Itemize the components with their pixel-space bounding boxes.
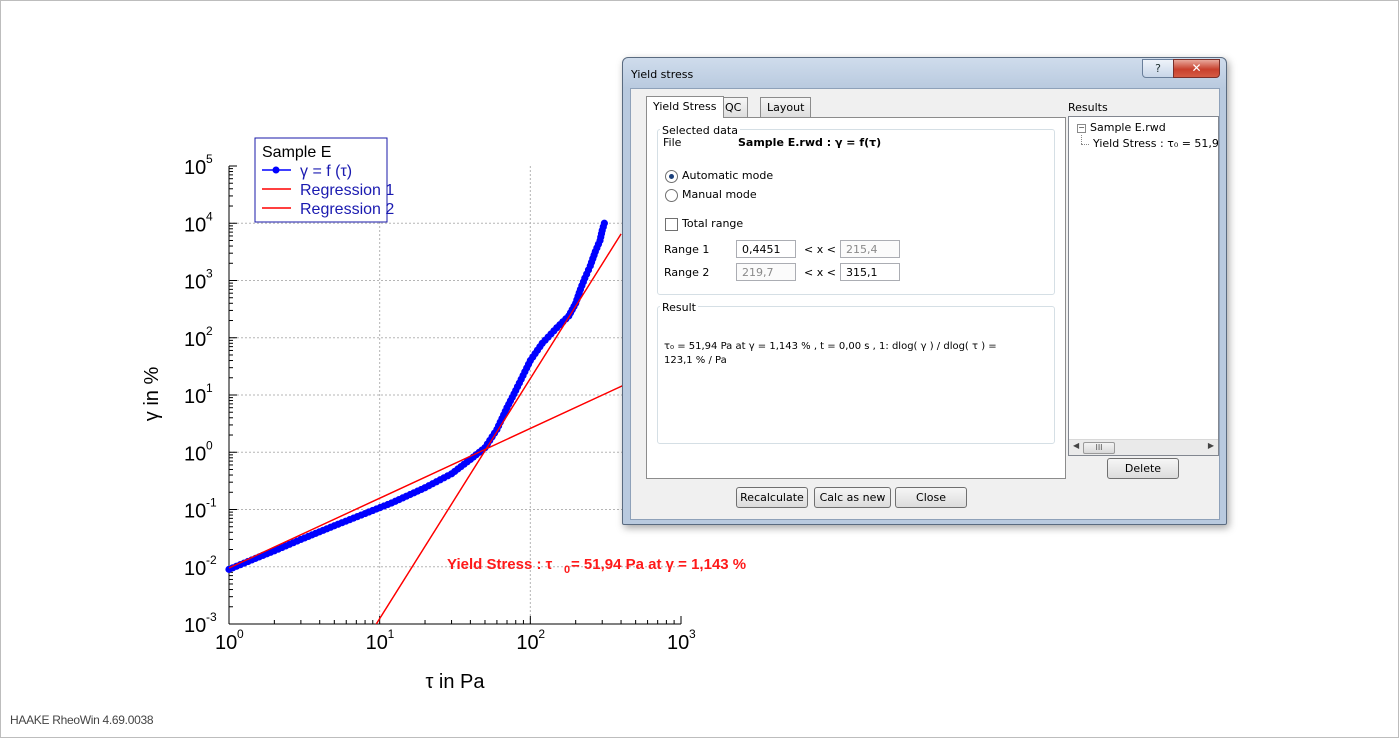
tree-item-sample[interactable]: Sample E.rwd [1090,121,1166,134]
total-range-checkbox[interactable] [665,218,678,231]
result-line-2: 123,1 % / Pa [664,355,727,366]
y-tick-label: 10 [184,157,206,179]
dialog-titlebar[interactable]: Yield stress ? ✕ [623,58,1226,88]
y-tick-exponent: 1 [206,381,213,395]
y-tick-exponent: -1 [206,496,217,510]
x-tick-label: 10 [366,632,388,654]
range2-min-input[interactable]: 219,7 [736,263,796,281]
y-axis-label: γ in % [141,367,163,422]
legend-marker [272,166,280,174]
tree-connector-branch [1081,144,1089,146]
x-tick-exponent: 2 [538,627,545,641]
delete-button[interactable]: Delete [1107,458,1179,479]
y-tick-exponent: 2 [206,324,213,338]
scroll-thumb[interactable]: III [1083,442,1115,454]
help-button[interactable]: ? [1142,59,1174,78]
total-range-label: Total range [682,217,744,230]
tree-item-yield-stress[interactable]: Yield Stress : τ₀ = 51,94 [1093,137,1219,150]
manual-mode-label: Manual mode [682,188,757,201]
scroll-right-icon[interactable]: ▶ [1207,441,1214,450]
horizontal-scrollbar[interactable]: ◀ III ▶ [1069,439,1218,455]
x-tick-label: 10 [215,632,237,654]
yield-stress-annotation-rest: = 51,94 Pa at γ = 1,143 % [571,556,746,573]
result-title: Result [660,301,698,314]
range1-operator: < x < [804,243,836,256]
x-axis-label: τ in Pa [425,671,485,693]
y-tick-label: 10 [184,615,206,637]
automatic-mode-radio[interactable] [665,170,678,183]
x-tick-exponent: 0 [237,627,244,641]
y-tick-exponent: 4 [206,209,213,223]
y-tick-label: 10 [184,329,206,351]
x-tick-label: 10 [667,632,689,654]
data-series-line [228,223,605,570]
range1-max-input[interactable]: 215,4 [840,240,900,258]
result-line-1: τ₀ = 51,94 Pa at γ = 1,143 % , t = 0,00 … [664,341,997,352]
yield-stress-annotation: Yield Stress : τ [447,556,553,573]
y-tick-exponent: -3 [206,610,217,624]
scroll-left-icon[interactable]: ◀ [1073,441,1080,450]
y-tick-label: 10 [184,386,206,408]
yield-stress-annotation-sub: 0 [564,564,570,576]
y-tick-label: 10 [184,558,206,580]
close-window-button[interactable]: ✕ [1173,59,1220,78]
regression-line-overlay [229,384,625,569]
y-tick-label: 10 [184,272,206,294]
dialog-client-area: Yield Stress QC Layout Selected data Fil… [630,88,1220,520]
range2-label: Range 2 [664,266,710,279]
range2-max-input[interactable]: 315,1 [840,263,900,281]
y-tick-label: 10 [184,443,206,465]
x-tick-exponent: 1 [388,627,395,641]
yield-stress-dialog: Yield stress ? ✕ Yield Stress QC Layout … [622,57,1227,525]
range1-label: Range 1 [664,243,710,256]
range1-min-input[interactable]: 0,4451 [736,240,796,258]
tab-qc[interactable]: QC [718,97,749,117]
y-tick-exponent: 0 [206,438,213,452]
result-group: Result τ₀ = 51,94 Pa at γ = 1,143 % , t … [657,301,1055,444]
y-tick-exponent: -2 [206,553,217,567]
tab-layout[interactable]: Layout [760,97,812,117]
yield-stress-tab-panel: Selected data File Sample E.rwd : γ = f(… [646,117,1066,479]
selected-data-group: Selected data File Sample E.rwd : γ = f(… [657,124,1055,295]
file-label: File [663,136,682,149]
legend-title: Sample E [262,144,331,161]
automatic-mode-label: Automatic mode [682,169,774,182]
close-button[interactable]: Close [895,487,967,508]
y-tick-exponent: 5 [206,152,213,166]
x-tick-label: 10 [516,632,538,654]
y-tick-label: 10 [184,214,206,236]
calc-as-new-button[interactable]: Calc as new [814,487,891,508]
collapse-icon[interactable]: − [1077,123,1086,133]
dialog-title: Yield stress [631,68,694,81]
tree-connector [1081,135,1083,144]
results-label: Results [1068,101,1108,114]
tab-yield-stress[interactable]: Yield Stress [646,96,724,118]
manual-mode-radio[interactable] [665,189,678,202]
file-value: Sample E.rwd : γ = f(τ) [738,136,882,149]
data-point [600,219,608,227]
x-tick-exponent: 3 [689,627,696,641]
range2-operator: < x < [804,266,836,279]
y-tick-exponent: 3 [206,267,213,281]
legend-item-label: γ = f (τ) [300,163,352,180]
legend-item-label: Regression 2 [300,201,394,218]
recalculate-button[interactable]: Recalculate [736,487,808,508]
selected-data-title: Selected data [660,124,740,137]
results-tree[interactable]: − Sample E.rwd Yield Stress : τ₀ = 51,94… [1068,116,1219,456]
app-version-footer: HAAKE RheoWin 4.69.0038 [10,713,154,727]
y-tick-label: 10 [184,501,206,523]
legend-item-label: Regression 1 [300,182,394,199]
regression-line-overlay [375,233,622,624]
